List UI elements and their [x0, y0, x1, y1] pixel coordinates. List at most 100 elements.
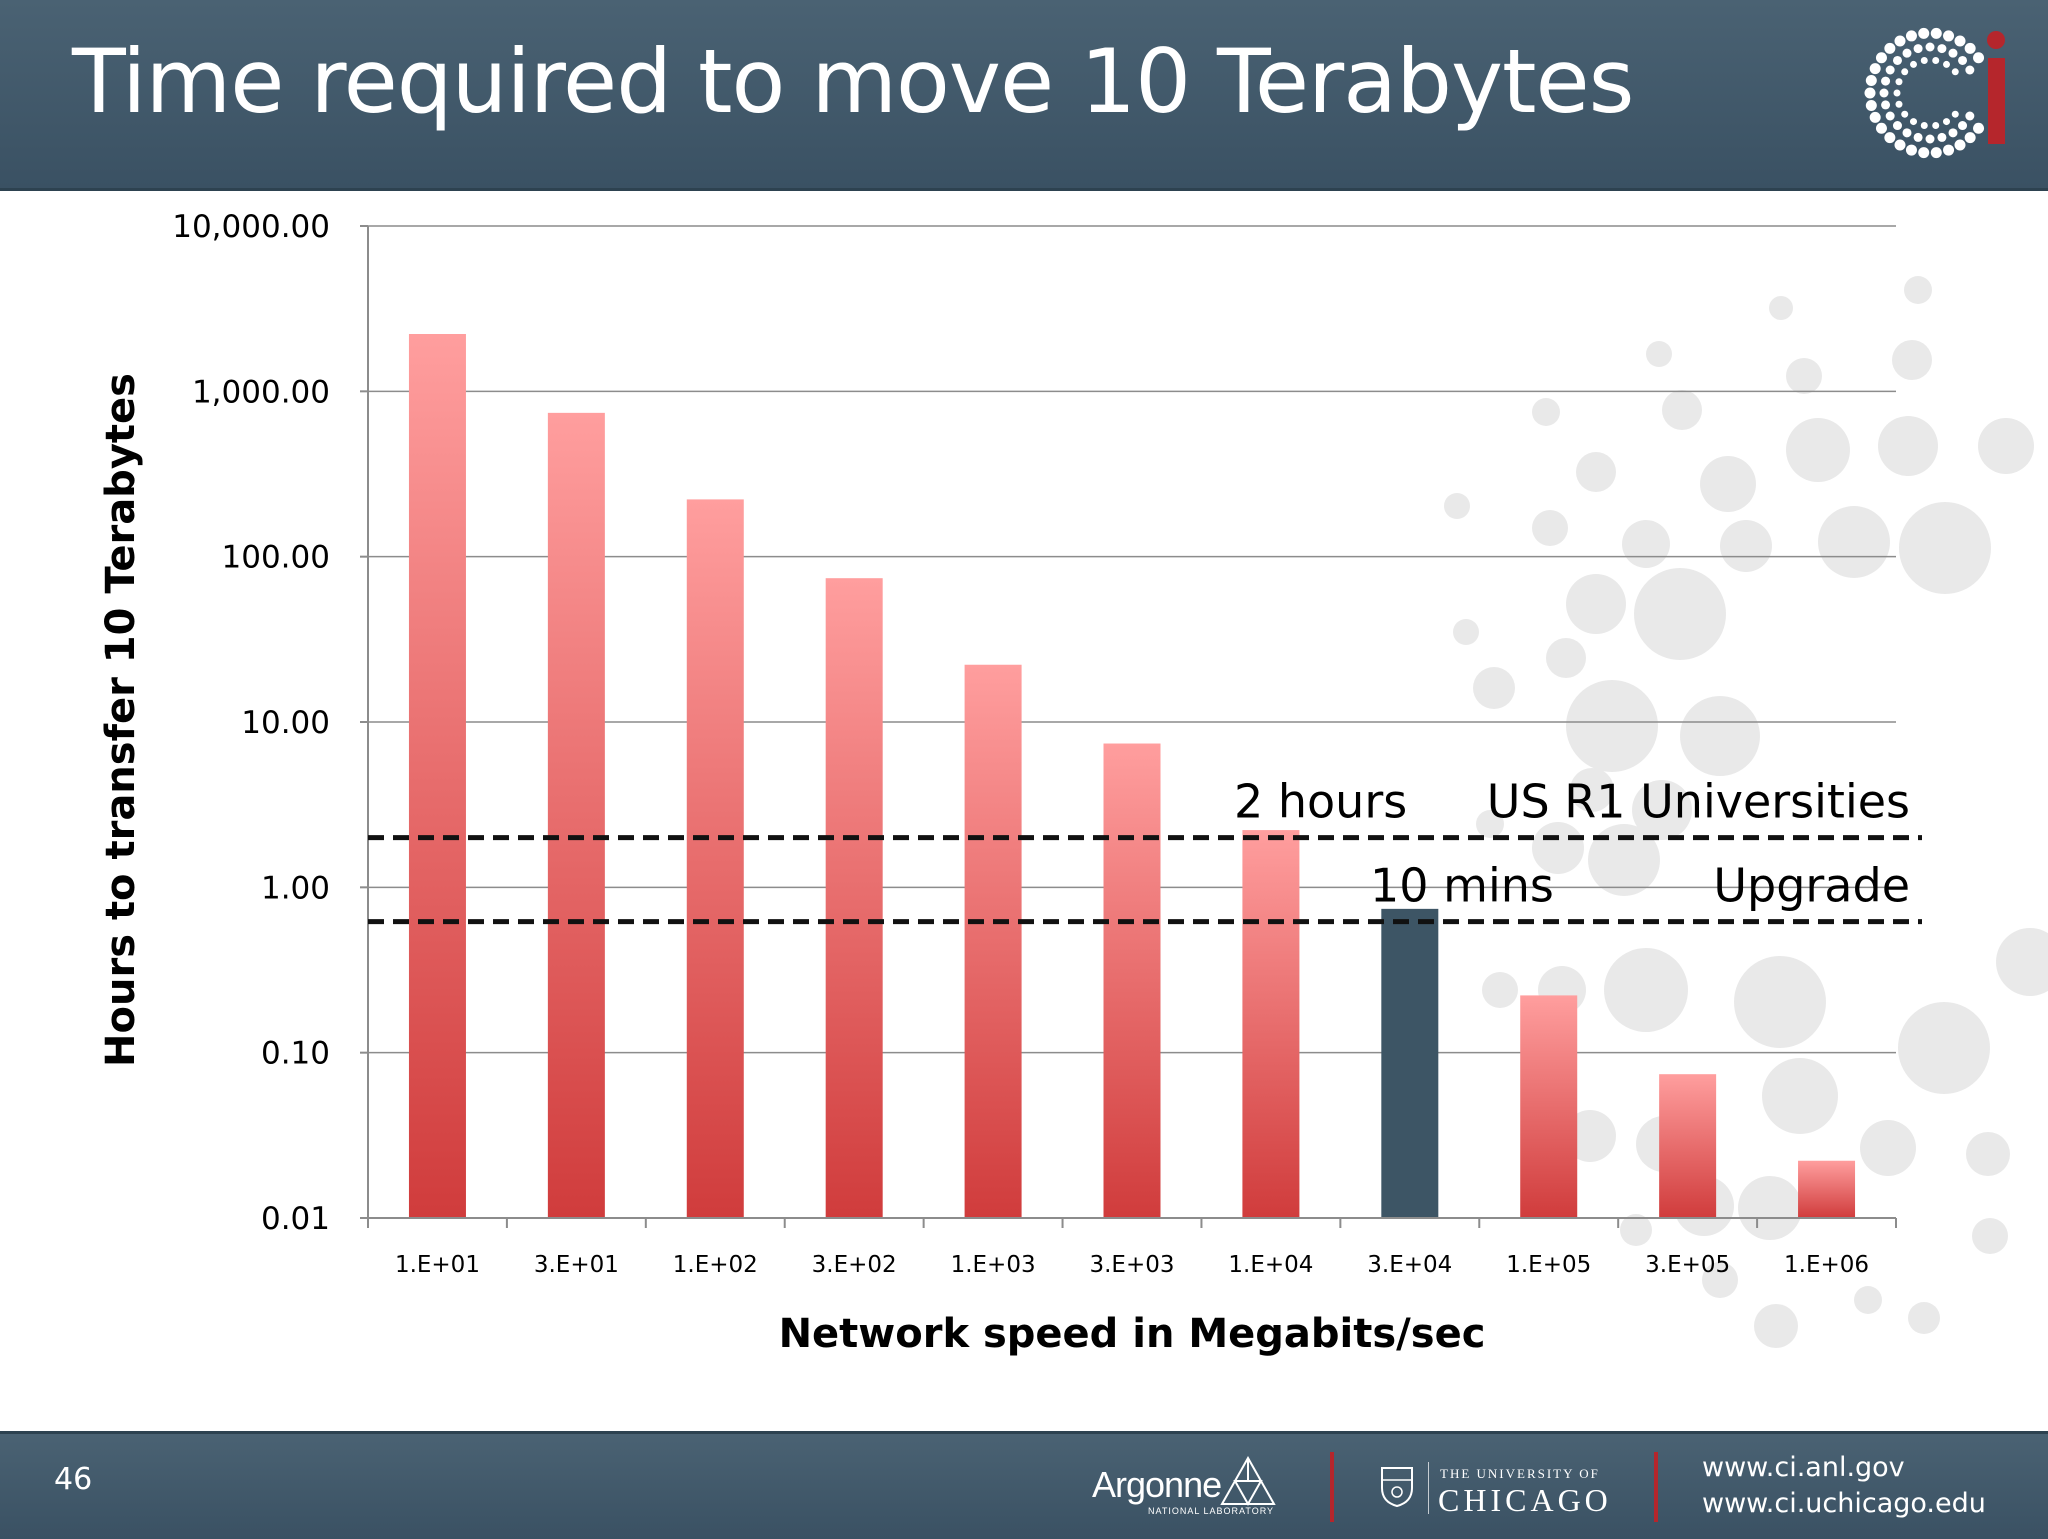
bar-highlighted [1381, 908, 1439, 1218]
background-bubble [1700, 456, 1756, 512]
ci-logo-dot [1964, 132, 1976, 144]
y-tick-labels: 10,000.00 1,000.00 100.00 10.00 1.00 0.10 0.01 [172, 209, 330, 1237]
background-bubble [1978, 418, 2034, 474]
y-tick-label: 0.10 [261, 1036, 330, 1072]
background-bubble [1532, 510, 1568, 546]
y-tick-label: 100.00 [222, 540, 330, 576]
ci-logo-dot [1920, 121, 1928, 129]
reference-label-left: 2 hours [1234, 775, 1407, 829]
background-bubble [1473, 667, 1515, 709]
background-bubble [1854, 1286, 1882, 1314]
ci-logo-dot [1943, 30, 1955, 42]
ci-logo-dot [1910, 60, 1917, 68]
x-tick-label: 1.E+02 [673, 1252, 758, 1278]
ci-logo-i-stem [1988, 58, 2005, 144]
background-bubble [1566, 574, 1626, 634]
reference-label-right: Upgrade [1713, 859, 1910, 913]
background-bubble [1634, 568, 1726, 660]
bar [547, 412, 605, 1219]
x-tick-label: 1.E+01 [395, 1252, 480, 1278]
background-bubble [1996, 928, 2048, 996]
background-bubble [1762, 1058, 1838, 1134]
background-bubble [1576, 452, 1616, 492]
ci-logo-dot [1865, 75, 1877, 87]
ci-logo-dot [1901, 68, 1909, 76]
bar [1520, 995, 1578, 1218]
ci-logo-dot [1948, 48, 1958, 58]
ci-logo-dot [1943, 144, 1955, 156]
background-bubble [1632, 780, 1692, 840]
y-tick-label: 1.00 [261, 870, 330, 906]
ci-logo-dot [1930, 27, 1942, 39]
background-bubble [1860, 1120, 1916, 1176]
x-axis-title: Network speed in Megabits/sec [779, 1311, 1486, 1357]
ci-logo-dot [1937, 132, 1947, 142]
bar [408, 334, 466, 1218]
ci-logo-dot [1885, 111, 1895, 121]
background-bubble [1734, 956, 1826, 1048]
ci-logo-dot [1905, 144, 1917, 156]
uchicago-big-text: CHICAGO [1438, 1482, 1612, 1518]
ci-logo-dot [1920, 57, 1928, 65]
ci-logo-dot [1937, 44, 1947, 54]
background-bubble [1738, 1176, 1802, 1240]
ci-logo-dot [1893, 89, 1901, 97]
background-bubble [1566, 680, 1658, 772]
footer-separator [1654, 1452, 1658, 1522]
background-bubble [1904, 276, 1932, 304]
ci-logo-dot [1879, 88, 1889, 98]
background-bubble [1604, 948, 1688, 1032]
x-tick-label: 3.E+05 [1645, 1252, 1730, 1278]
ci-logo-dot [1958, 121, 1968, 131]
slide-title: Time required to move 10 Terabytes [72, 30, 1635, 133]
background-bubble [1769, 296, 1793, 320]
url-uchicago: www.ci.uchicago.edu [1702, 1488, 1986, 1519]
ci-logo-dot [1948, 128, 1958, 138]
ci-logo-dot [1943, 60, 1950, 68]
background-bubble [1972, 1218, 2008, 1254]
background-bubble [1966, 1132, 2010, 1176]
ci-logo-dot [1895, 100, 1903, 108]
ci-logo-dot [1885, 65, 1895, 75]
ci-logo-dot [1913, 132, 1923, 142]
bars [408, 334, 1856, 1219]
bar [825, 578, 883, 1218]
ci-logo-dot [1905, 30, 1917, 42]
ci-logo-dot [1881, 76, 1891, 86]
background-bubble [1892, 340, 1932, 380]
background-bubble [1622, 520, 1670, 568]
background-bubble [1898, 1002, 1990, 1094]
bar [1242, 830, 1300, 1218]
ci-logo-dot [1864, 87, 1876, 99]
bar [1103, 743, 1161, 1218]
ci-logo-dot [1925, 42, 1935, 52]
ci-logo-dot [1925, 134, 1935, 144]
ci-logo-dot [1954, 139, 1966, 151]
ci-logo-dot [1865, 99, 1877, 111]
footer-urls: www.ci.anl.gov www.ci.uchicago.edu [1702, 1450, 1986, 1522]
background-bubble [1878, 416, 1938, 476]
ci-logo-dot [1965, 65, 1975, 75]
uchicago-divider [1428, 1462, 1429, 1514]
x-tick-label: 3.E+01 [534, 1252, 619, 1278]
ci-logo-dot [1943, 118, 1950, 126]
y-tick-label: 10,000.00 [172, 209, 330, 245]
background-bubble [1546, 638, 1586, 678]
argonne-triangle-icon [1220, 1456, 1276, 1507]
background-bubble [1570, 768, 1614, 812]
background-bubble [1786, 418, 1850, 482]
bar [686, 499, 744, 1219]
bar-chart: 10,000.00 1,000.00 100.00 10.00 1.00 0.10 0.01… [98, 209, 2048, 1357]
url-anl: www.ci.anl.gov [1702, 1452, 1905, 1483]
background-bubble [1786, 358, 1822, 394]
ci-logo-dot [1875, 122, 1887, 134]
background-bubble [1482, 972, 1518, 1008]
ci-logo-dot [1869, 63, 1881, 75]
slide-header: Time required to move 10 Terabytes [0, 0, 2048, 191]
background-bubble [1754, 1304, 1798, 1348]
reference-label-right: US R1 Universities [1487, 775, 1910, 829]
ci-logo-dot [1918, 147, 1930, 159]
ci-logo-dot [1884, 42, 1896, 54]
y-tick-label: 1,000.00 [192, 374, 330, 410]
uchicago-shield-icon [1381, 1467, 1413, 1508]
